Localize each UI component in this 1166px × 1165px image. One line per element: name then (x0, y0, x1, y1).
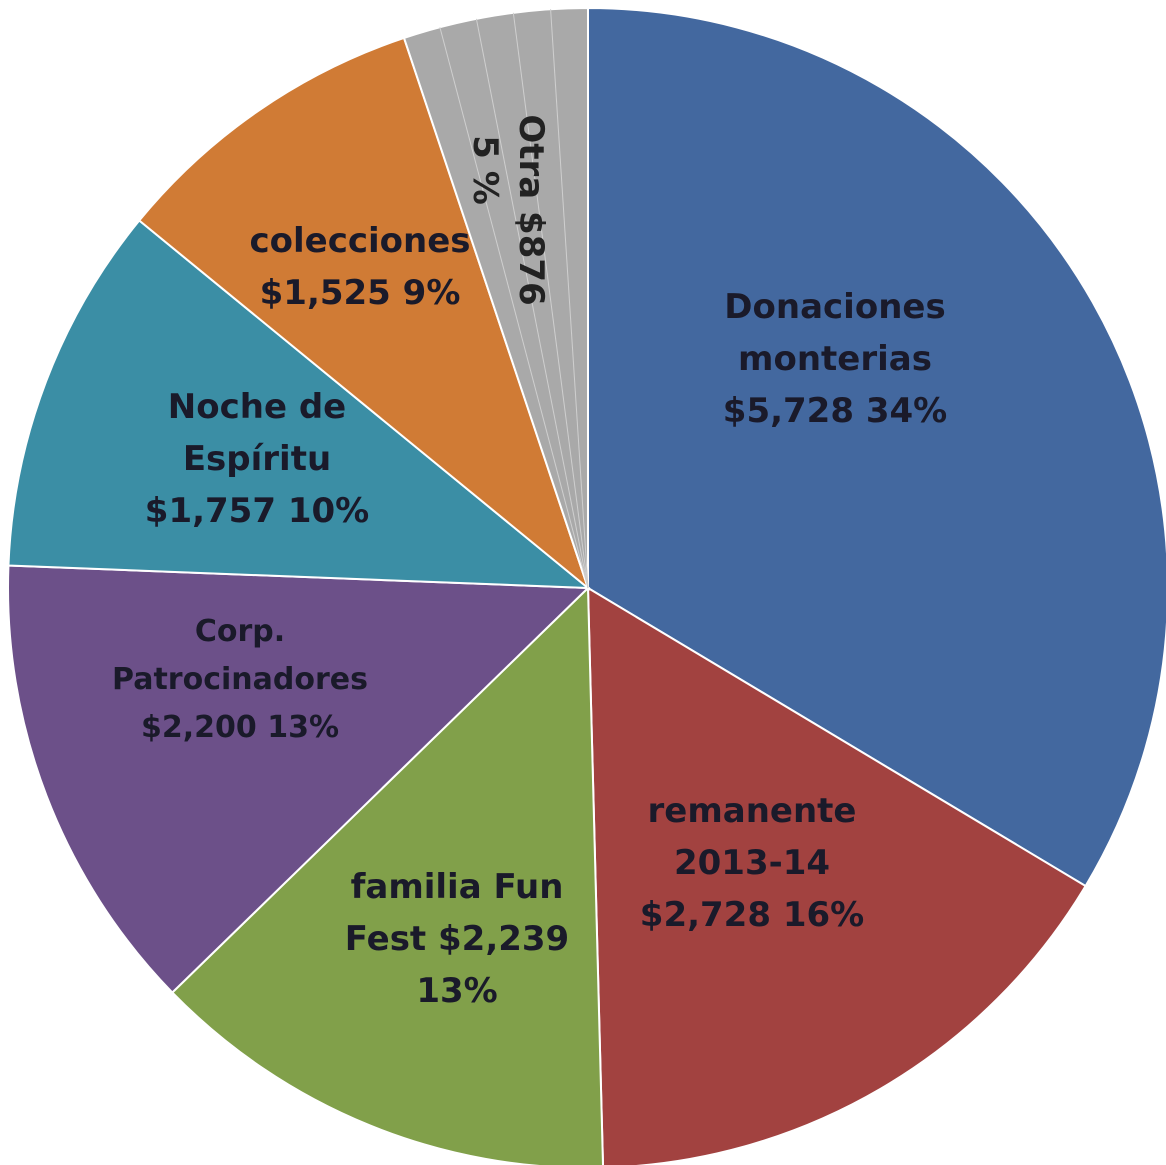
otra-subdivider (512, 12, 589, 589)
pie-slice-6 (137, 36, 591, 591)
slice-label-line: monterias (738, 339, 932, 379)
slice-label-line: Donaciones (724, 287, 945, 327)
otra-subdivider (475, 18, 589, 589)
slice-label-line: Espíritu (183, 439, 331, 479)
slice-label-line: $1,525 9% (260, 273, 461, 313)
slice-label-3: familia Fun Fest $2,239 13% (345, 867, 569, 1011)
pie-slice-3 (170, 585, 604, 1165)
slice-label-line: colecciones (249, 221, 470, 261)
pie-slice-1 (587, 6, 1166, 888)
slice-label-line: Fest $2,239 (345, 919, 569, 959)
pie-slice-4 (7, 564, 591, 994)
slice-label-line: Patrocinadores (112, 662, 368, 697)
slice-label-line: 5 % (465, 135, 505, 205)
otra-subdivider (439, 27, 589, 589)
slice-label-7: Otra $8765 % (465, 114, 551, 305)
pie-slice-7 (402, 6, 589, 589)
slice-label-line: $2,728 16% (640, 895, 864, 935)
slice-label-line: $1,757 10% (145, 491, 369, 531)
slice-label-4: Corp. Patrocinadores $2,200 13% (112, 614, 368, 745)
slice-label-line: $2,200 13% (141, 710, 339, 745)
slice-label-line: 2013-14 (674, 843, 830, 883)
slice-label-line: remanente (648, 791, 857, 831)
slice-label-2: remanente 2013-14 $2,728 16% (640, 791, 864, 935)
slice-label-line: $5,728 34% (723, 391, 947, 431)
slice-label-6: colecciones $1,525 9% (249, 221, 470, 313)
pie-slice-2 (586, 586, 1087, 1165)
otra-subdivider (550, 9, 589, 589)
slice-label-line: Corp. (195, 614, 285, 649)
slice-label-line: 13% (416, 971, 497, 1011)
slice-label-line: familia Fun (351, 867, 564, 907)
slice-label-1: Donaciones monterias $5,728 34% (723, 287, 947, 431)
slice-label-line: Otra $876 (511, 114, 551, 305)
slice-label-5: Noche de Espíritu $1,757 10% (145, 387, 369, 531)
pie-slice-5 (7, 219, 591, 590)
slice-label-line: Noche de (168, 387, 346, 427)
